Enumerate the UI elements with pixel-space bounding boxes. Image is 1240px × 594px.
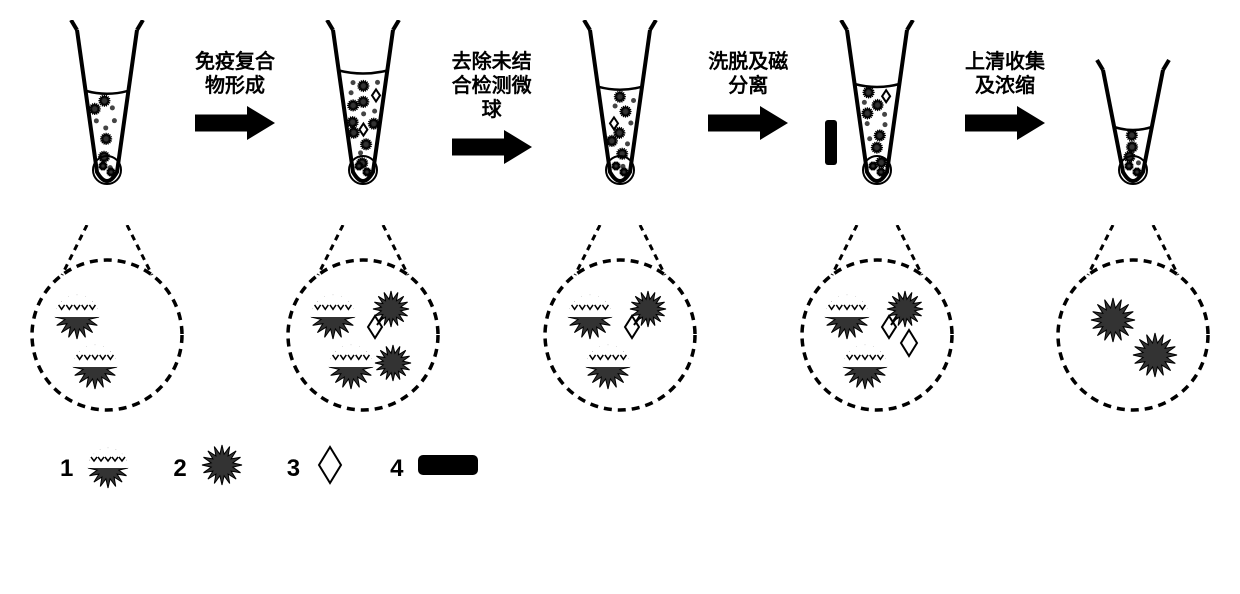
arrow-label-line: 球 <box>452 98 532 122</box>
tube-icon <box>47 20 167 225</box>
arrow-icon <box>965 106 1045 145</box>
diagram-stage: 免疫复合物形成 去除未结合检测微球 洗脱及磁分离 上清收集及浓缩 1 2 3 4 <box>0 0 1240 517</box>
step-1 <box>32 20 182 420</box>
step-5 <box>1058 20 1208 420</box>
zoom-icon <box>278 225 448 420</box>
step-2 <box>288 20 438 420</box>
arrow-3: 洗脱及磁分离 <box>698 20 798 145</box>
arrow-label: 去除未结合检测微球 <box>452 50 532 122</box>
steps-row: 免疫复合物形成 去除未结合检测微球 洗脱及磁分离 上清收集及浓缩 <box>0 0 1240 420</box>
legend-icon <box>83 440 133 497</box>
zoom-icon <box>535 225 705 420</box>
arrow-1: 免疫复合物形成 <box>185 20 285 145</box>
arrow-label-line: 洗脱及磁 <box>708 50 788 74</box>
arrow-icon <box>195 106 275 145</box>
zoom-icon <box>1048 225 1218 420</box>
arrow-2: 去除未结合检测微球 <box>442 20 542 169</box>
arrow-label-line: 上清收集 <box>965 50 1045 74</box>
legend-item-3: 3 <box>287 440 350 497</box>
legend-row: 1 2 3 4 <box>0 420 1240 517</box>
legend-item-4: 4 <box>390 450 483 487</box>
arrow-label-line: 及浓缩 <box>965 74 1045 98</box>
arrow-label-line: 合检测微 <box>452 74 532 98</box>
legend-item-1: 1 <box>60 440 133 497</box>
legend-number: 3 <box>287 455 300 483</box>
legend-icon <box>197 440 247 497</box>
arrow-label-line: 物形成 <box>195 74 275 98</box>
arrow-4: 上清收集及浓缩 <box>955 20 1055 145</box>
arrow-label-line: 去除未结 <box>452 50 532 74</box>
tube-icon <box>1073 20 1193 225</box>
legend-icon <box>413 450 483 487</box>
zoom-icon <box>792 225 962 420</box>
arrow-label-line: 免疫复合 <box>195 50 275 74</box>
arrow-label-line: 分离 <box>708 74 788 98</box>
legend-number: 2 <box>173 455 186 483</box>
tube-icon <box>560 20 680 225</box>
legend-icon <box>310 440 350 497</box>
zoom-icon <box>22 225 192 420</box>
tube-icon <box>303 20 423 225</box>
arrow-label: 免疫复合物形成 <box>195 50 275 98</box>
arrow-label: 洗脱及磁分离 <box>708 50 788 98</box>
arrow-label: 上清收集及浓缩 <box>965 50 1045 98</box>
arrow-icon <box>708 106 788 145</box>
legend-number: 1 <box>60 455 73 483</box>
arrow-icon <box>452 130 532 169</box>
step-3 <box>545 20 695 420</box>
step-4 <box>802 20 952 420</box>
legend-number: 4 <box>390 455 403 483</box>
legend-item-2: 2 <box>173 440 246 497</box>
tube-icon <box>817 20 937 225</box>
